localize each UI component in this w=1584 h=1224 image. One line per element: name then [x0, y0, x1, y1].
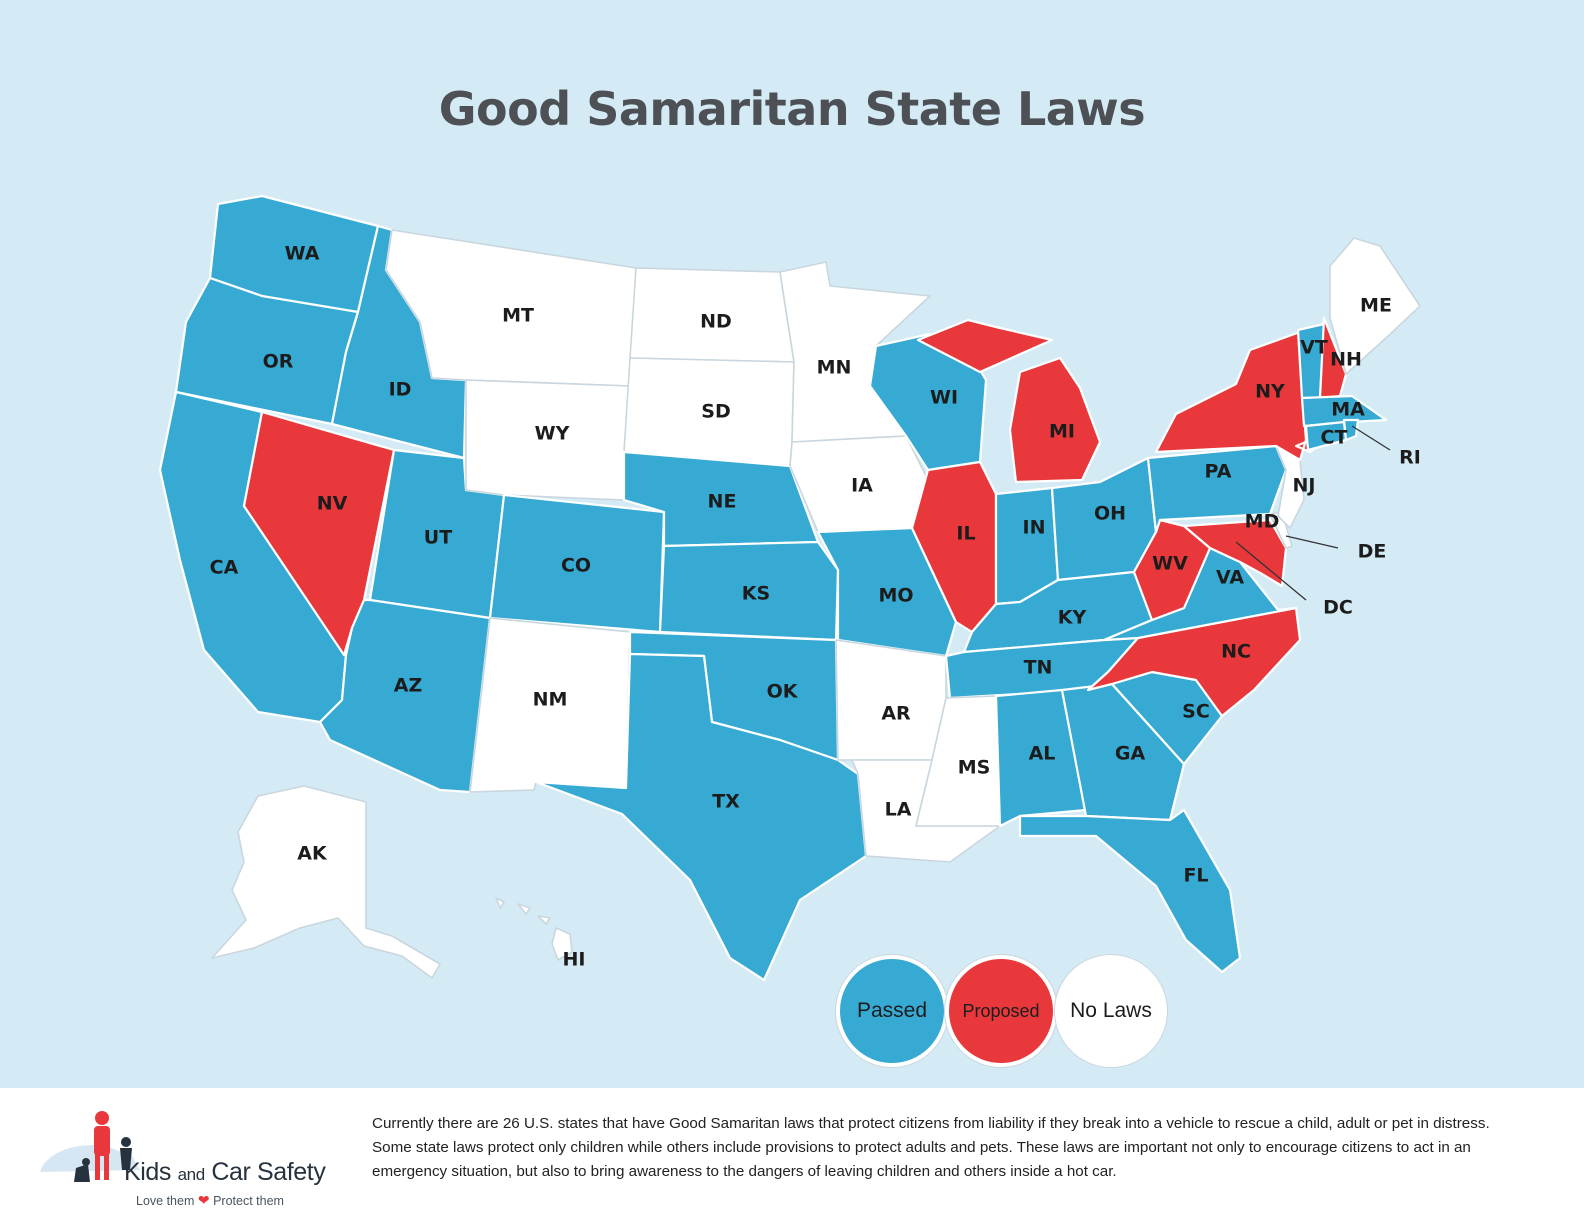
state-AK[interactable]	[211, 785, 441, 979]
state-AL[interactable]	[994, 688, 1088, 828]
label-IA: IA	[851, 475, 873, 497]
leader-dc	[1235, 541, 1307, 601]
us-state-map: WA OR CA ID NV UT AZ MT WY CO NM ND SD N…	[158, 194, 1421, 982]
label-KS: KS	[742, 583, 770, 605]
heart-icon: ❤	[197, 1192, 210, 1208]
label-MD: MD	[1245, 511, 1280, 533]
label-LA: LA	[885, 799, 912, 821]
state-FL[interactable]	[1018, 808, 1242, 974]
leader-ri	[1351, 425, 1391, 451]
legend-passed-label: Passed	[856, 999, 928, 1022]
state-AR[interactable]	[835, 639, 947, 761]
footer: Kids and Car Safety Love them ❤ Protect …	[0, 1088, 1584, 1224]
label-OK: OK	[767, 681, 799, 703]
state-TX[interactable]	[534, 652, 868, 982]
label-AL: AL	[1029, 743, 1056, 765]
label-NY: NY	[1255, 381, 1285, 403]
label-MT: MT	[502, 305, 534, 327]
label-ID: ID	[389, 379, 412, 401]
label-SD: SD	[701, 401, 730, 423]
logo-wordmark: Kids and Car Safety	[124, 1158, 326, 1186]
label-IN: IN	[1023, 517, 1046, 539]
state-HI[interactable]	[495, 897, 573, 961]
state-NC[interactable]	[1086, 606, 1302, 718]
label-KY: KY	[1058, 607, 1087, 629]
label-MO: MO	[878, 585, 913, 607]
state-MS[interactable]	[915, 695, 1001, 827]
label-PA: PA	[1205, 461, 1232, 483]
leader-de	[1285, 535, 1339, 549]
legend-proposed: Proposed	[945, 955, 1057, 1067]
state-RI[interactable]	[1342, 418, 1360, 442]
label-TN: TN	[1024, 657, 1053, 679]
label-NM: NM	[533, 689, 568, 711]
label-SC: SC	[1182, 701, 1210, 723]
label-VA: VA	[1216, 567, 1244, 589]
label-ME: ME	[1360, 295, 1392, 317]
label-UT: UT	[424, 527, 452, 549]
label-MS: MS	[958, 757, 991, 779]
label-NC: NC	[1221, 641, 1251, 663]
page-title: Good Samaritan State Laws	[438, 82, 1146, 136]
label-NH: NH	[1330, 349, 1362, 371]
legend-no-laws-label: No Laws	[1070, 999, 1152, 1022]
state-ME[interactable]	[1329, 237, 1421, 375]
label-WA: WA	[285, 243, 320, 265]
label-GA: GA	[1115, 743, 1146, 765]
map-area: Good Samaritan State Laws	[158, 82, 1421, 1067]
label-MN: MN	[817, 357, 852, 379]
label-CO: CO	[561, 555, 591, 577]
label-WV: WV	[1152, 553, 1188, 575]
label-AK: AK	[297, 843, 328, 865]
logo-tagline: Love them ❤ Protect them	[136, 1192, 284, 1208]
label-CT: CT	[1321, 427, 1348, 449]
footer-description: Currently there are 26 U.S. states that …	[372, 1115, 1490, 1180]
label-HI: HI	[563, 949, 586, 971]
legend-proposed-label: Proposed	[962, 1001, 1040, 1021]
state-MD[interactable]	[1182, 518, 1288, 588]
label-DE: DE	[1358, 541, 1387, 563]
label-ND: ND	[700, 311, 732, 333]
label-NE: NE	[708, 491, 737, 513]
state-MI[interactable]	[916, 318, 1102, 484]
label-NV: NV	[317, 493, 348, 515]
logo-car-family-icon	[40, 1111, 140, 1182]
label-WY: WY	[535, 423, 570, 445]
label-FL: FL	[1183, 865, 1208, 887]
label-IL: IL	[956, 523, 975, 545]
label-OH: OH	[1094, 503, 1126, 525]
label-NJ: NJ	[1293, 475, 1316, 497]
legend-no-laws: No Laws	[1055, 955, 1167, 1067]
label-OR: OR	[263, 351, 294, 373]
label-CA: CA	[210, 557, 239, 579]
kids-and-car-safety-logo: Kids and Car Safety Love them ❤ Protect …	[36, 1108, 336, 1208]
label-TX: TX	[712, 791, 740, 813]
legend-passed: Passed	[836, 955, 948, 1067]
label-MI: MI	[1049, 421, 1075, 443]
label-VT: VT	[1300, 337, 1328, 359]
label-MA: MA	[1331, 399, 1365, 421]
label-AZ: AZ	[394, 675, 422, 697]
label-WI: WI	[930, 387, 958, 409]
state-WY[interactable]	[465, 379, 631, 501]
state-MA[interactable]	[1300, 394, 1388, 428]
label-DC: DC	[1323, 597, 1353, 619]
label-RI: RI	[1399, 447, 1421, 469]
label-AR: AR	[881, 703, 911, 725]
